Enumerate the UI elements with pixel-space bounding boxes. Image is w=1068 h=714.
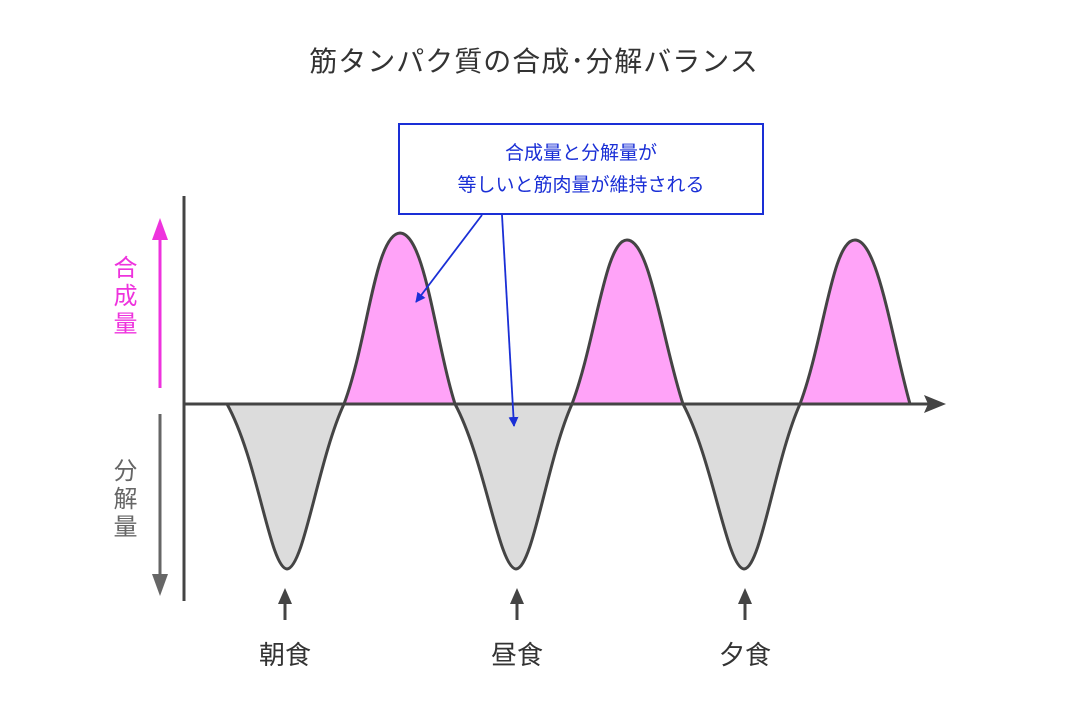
callout-box: 合成量と分解量が 等しいと筋肉量が維持される [398,123,764,215]
meal-label-dinner: 夕食 [718,641,771,671]
meal-label-lunch: 昼食 [490,641,543,671]
meal-arrowhead-breakfast [278,588,292,604]
synthesis-axis-label: 合成量 [109,255,137,339]
callout-line-1: 合成量と分解量が [504,142,657,164]
synthesis-area-1 [342,231,457,406]
degradation-area-breakfast [225,402,346,571]
meal-arrowhead-dinner [738,588,752,604]
degradation-area-lunch [453,402,574,571]
degradation-axis-label: 分解量 [109,458,137,542]
degradation-arrowhead [152,574,168,596]
diagram-title: 筋タンパク質の合成･分解バランス [309,45,759,78]
degradation-area-dinner [681,402,802,571]
callout-line-2: 等しいと筋肉量が維持される [457,174,705,196]
synthesis-arrowhead [152,218,168,240]
synthesis-area-3 [798,238,912,406]
time-axis-arrowhead [924,395,946,413]
synthesis-area-2 [570,238,685,406]
meal-arrowhead-lunch [510,588,524,604]
callout-pointer-degradation [501,214,519,427]
callout-pointer-synthesis [415,214,483,303]
meal-label-breakfast: 朝食 [258,641,311,671]
